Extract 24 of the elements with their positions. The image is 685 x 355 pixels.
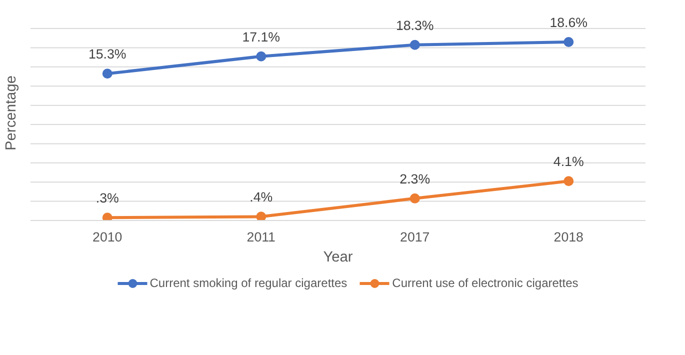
point — [256, 51, 266, 62]
data-label: 15.3% — [88, 46, 126, 62]
data-label: .3% — [96, 190, 120, 206]
point — [102, 212, 112, 220]
x-tick-label: 2010 — [92, 230, 122, 244]
legend-label: Current smoking of regular cigarettes — [150, 276, 348, 290]
point — [564, 176, 574, 186]
data-label: 18.6% — [550, 14, 588, 30]
x-tick-label: 2018 — [554, 230, 584, 244]
data-label: 4.1% — [553, 154, 584, 170]
point — [102, 68, 112, 79]
x-axis-title: Year — [323, 250, 353, 266]
point — [564, 36, 574, 47]
x-tick-label: 2017 — [400, 230, 430, 244]
point — [410, 193, 420, 204]
y-axis-title: Percentage — [4, 76, 20, 150]
data-label: 17.1% — [242, 29, 280, 44]
x-tick-label: 2011 — [246, 230, 276, 244]
data-label: 2.3% — [400, 171, 430, 186]
legend-label: Current use of electronic cigarettes — [392, 276, 578, 290]
point — [410, 40, 420, 50]
data-label: 18.3% — [396, 18, 434, 33]
data-label: .4% — [250, 190, 273, 205]
point — [256, 212, 266, 220]
